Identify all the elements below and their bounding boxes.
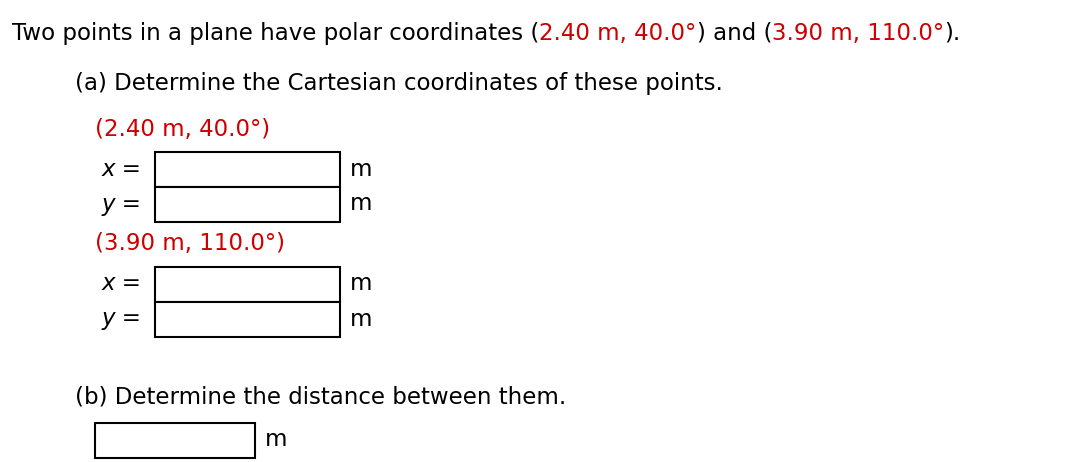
- Text: x =: x =: [102, 158, 142, 181]
- Text: x =: x =: [102, 273, 142, 296]
- Text: 2.40 m, 40.0°: 2.40 m, 40.0°: [540, 22, 697, 45]
- Text: m: m: [350, 158, 373, 181]
- Bar: [155, 302, 340, 337]
- Text: y =: y =: [102, 193, 142, 215]
- Text: (3.90 m, 110.0°): (3.90 m, 110.0°): [95, 232, 285, 255]
- Text: m: m: [350, 308, 373, 330]
- Text: (2.40 m, 40.0°): (2.40 m, 40.0°): [95, 118, 270, 141]
- Text: ) and (: ) and (: [697, 22, 772, 45]
- Bar: [95, 423, 255, 458]
- Text: y =: y =: [102, 308, 142, 330]
- Text: ).: ).: [944, 22, 960, 45]
- Bar: [155, 267, 340, 302]
- Text: m: m: [350, 193, 373, 215]
- Bar: [155, 152, 340, 187]
- Text: Two points in a plane have polar coordinates (: Two points in a plane have polar coordin…: [12, 22, 540, 45]
- Text: m: m: [350, 273, 373, 296]
- Text: 3.90 m, 110.0°: 3.90 m, 110.0°: [772, 22, 944, 45]
- Text: (a) Determine the Cartesian coordinates of these points.: (a) Determine the Cartesian coordinates …: [75, 72, 722, 95]
- Bar: [155, 187, 340, 222]
- Text: m: m: [266, 428, 287, 451]
- Text: (b) Determine the distance between them.: (b) Determine the distance between them.: [75, 385, 567, 408]
